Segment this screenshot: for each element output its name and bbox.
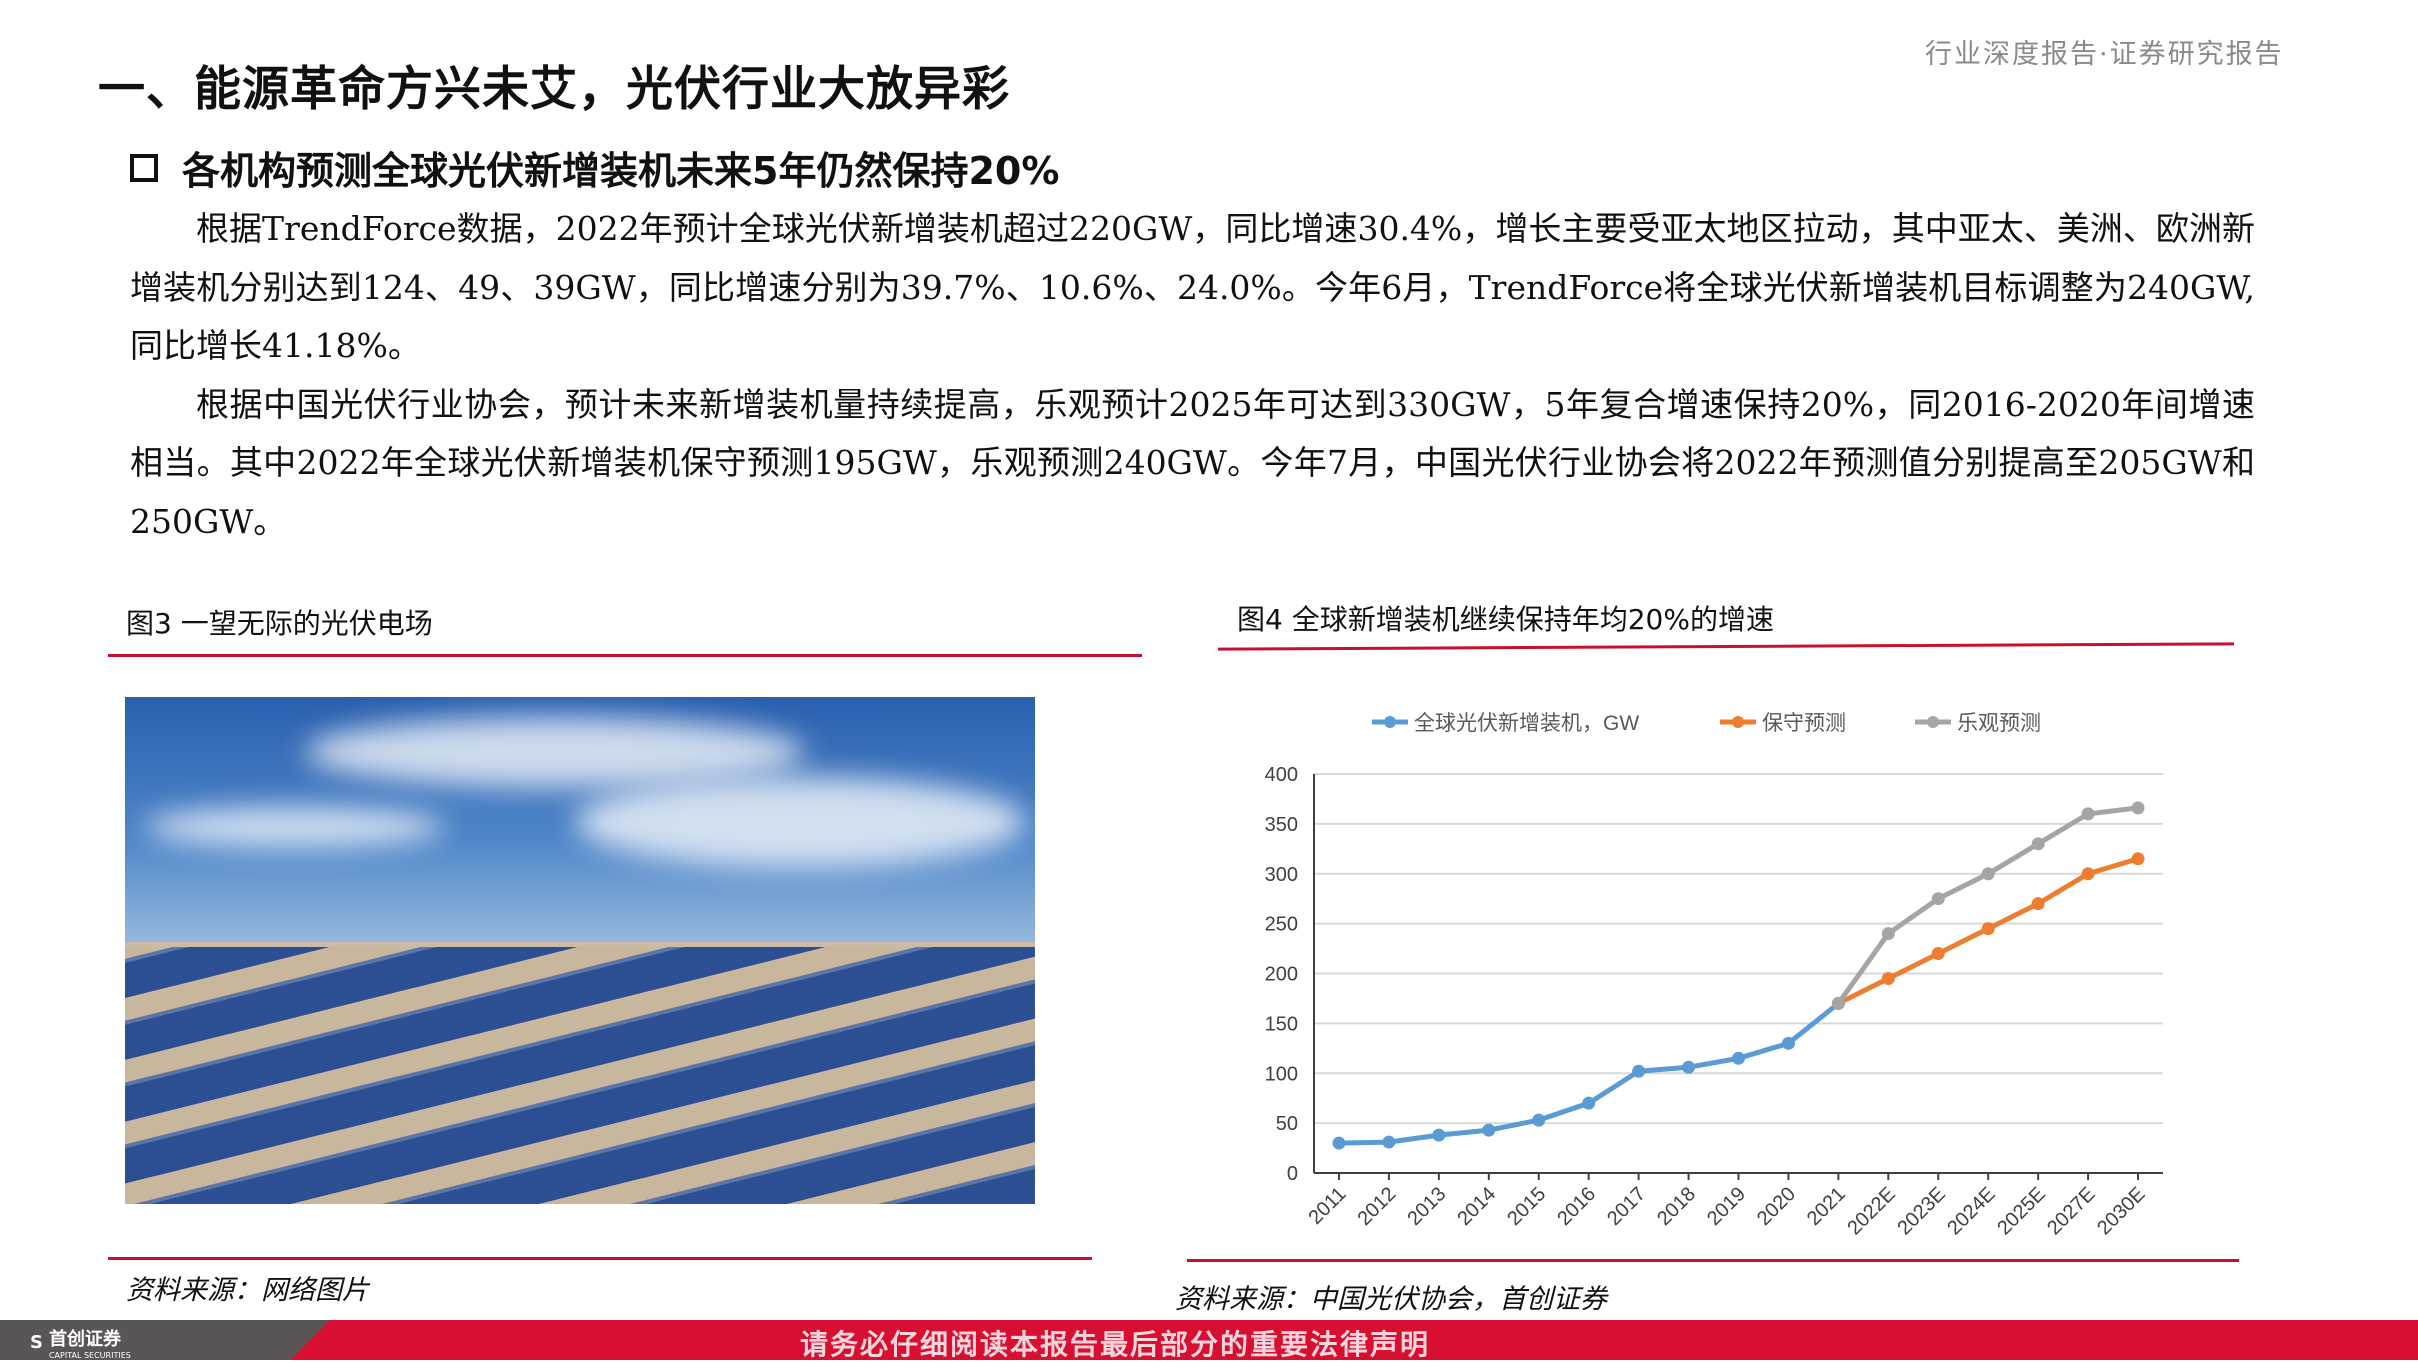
x-tick-label: 2027E <box>2043 1183 2099 1239</box>
y-tick-label: 50 <box>1276 1113 1298 1135</box>
data-point <box>1582 1096 1596 1110</box>
x-tick-label: 2023E <box>1893 1183 1949 1239</box>
install-growth-chart: 0 50 100 150 200 250 300 350 400 2011 2012 2013 2014… <box>1265 712 2163 1239</box>
x-tick-label: 2015 <box>1503 1183 1550 1230</box>
paragraph: 根据中国光伏行业协会，预计未来新增装机量持续提高，乐观预计2025年可达到330… <box>130 384 2255 541</box>
legend-label: 保守预测 <box>1762 712 1846 735</box>
y-tick-label: 350 <box>1265 814 1298 836</box>
x-tick-label: 2011 <box>1305 1183 1351 1229</box>
y-tick-label: 150 <box>1265 1013 1298 1035</box>
x-tick-label: 2016 <box>1553 1183 1600 1230</box>
footer-bar: S 首创证券 CAPITAL SECURITIES 请务必仔细阅读本报告最后部分的重… <box>0 1320 2418 1361</box>
x-tick-label: 2021 <box>1803 1183 1850 1230</box>
report-type-header: 行业深度报告·证券研究报告 <box>1925 39 2284 70</box>
subtitle-text: 各机构预测全球光伏新增装机未来5年仍然保持20% <box>182 149 1060 193</box>
data-point <box>1981 922 1995 936</box>
data-point <box>1781 1036 1795 1050</box>
x-tick-label: 2024E <box>1943 1183 1999 1239</box>
x-tick-label: 2019 <box>1703 1183 1750 1230</box>
data-point <box>2031 837 2045 851</box>
y-tick-label: 250 <box>1265 914 1298 936</box>
divider <box>108 654 1142 657</box>
data-point <box>1881 971 1895 985</box>
x-tick-label: 2030E <box>2093 1183 2149 1239</box>
x-tick-label: 2013 <box>1403 1183 1450 1230</box>
body-text: 根据TrendForce数据，2022年预计全球光伏新增装机超过220GW，同比… <box>130 200 2255 551</box>
x-tick-label: 2017 <box>1603 1183 1650 1230</box>
y-tick-label: 200 <box>1265 964 1298 986</box>
subtitle: 各机构预测全球光伏新增装机未来5年仍然保持20% <box>130 140 1059 195</box>
paragraph: 根据TrendForce数据，2022年预计全球光伏新增装机超过220GW，同比… <box>130 209 2255 365</box>
data-point <box>2081 867 2095 881</box>
divider <box>1217 642 2235 651</box>
legend-label: 乐观预测 <box>1957 712 2041 735</box>
x-tick-label: 2012 <box>1353 1183 1400 1230</box>
data-point <box>1931 892 1945 906</box>
data-point <box>1432 1128 1446 1142</box>
data-point <box>1532 1113 1546 1127</box>
x-tick-label: 2018 <box>1653 1183 1700 1230</box>
data-point <box>1732 1051 1745 1065</box>
section-title: 一、能源革命方兴未艾，光伏行业大放异彩 <box>98 62 1010 117</box>
legend-label: 全球光伏新增装机，GW <box>1414 712 1639 735</box>
data-point <box>1831 996 1845 1010</box>
x-tick-label: 2020 <box>1753 1183 1800 1230</box>
data-point <box>1931 947 1945 961</box>
figure4-source: 资料来源：中国光伏协会，首创证券 <box>1175 1284 1607 1315</box>
divider <box>1187 1259 2239 1262</box>
data-point <box>1881 927 1895 941</box>
y-tick-label: 100 <box>1265 1063 1298 1085</box>
y-tick-label: 400 <box>1265 764 1298 786</box>
legend-marker <box>1927 716 1939 728</box>
legal-notice: 请务必仔细阅读本报告最后部分的重要法律声明 <box>800 1328 1431 1361</box>
x-tick-label: 2014 <box>1453 1183 1500 1230</box>
data-point <box>1482 1123 1496 1137</box>
data-point <box>1682 1060 1696 1074</box>
data-point <box>1332 1136 1346 1150</box>
data-point <box>1981 867 1995 881</box>
figure3-caption: 图3 一望无际的光伏电场 <box>126 607 433 640</box>
y-tick-label: 300 <box>1265 864 1298 886</box>
y-tick-label: 0 <box>1287 1163 1298 1185</box>
company-logo: S 首创证券 CAPITAL SECURITIES <box>30 1329 131 1360</box>
legend-marker <box>1732 716 1744 728</box>
solar-farm-photo <box>125 697 1035 1204</box>
figure4-caption: 图4 全球新增装机继续保持年均20%的增速 <box>1237 603 1774 636</box>
figure3-source: 资料来源：网络图片 <box>126 1275 369 1306</box>
data-point <box>2131 852 2145 866</box>
legend-marker <box>1384 716 1396 728</box>
data-point <box>2081 807 2095 821</box>
square-bullet-icon <box>130 153 158 182</box>
data-point <box>2031 897 2045 911</box>
data-point <box>2131 801 2145 815</box>
x-tick-label: 2025E <box>1993 1183 2049 1239</box>
divider <box>108 1257 1092 1260</box>
x-tick-label: 2022E <box>1843 1183 1899 1239</box>
data-point <box>1382 1135 1396 1149</box>
data-point <box>1632 1064 1646 1078</box>
